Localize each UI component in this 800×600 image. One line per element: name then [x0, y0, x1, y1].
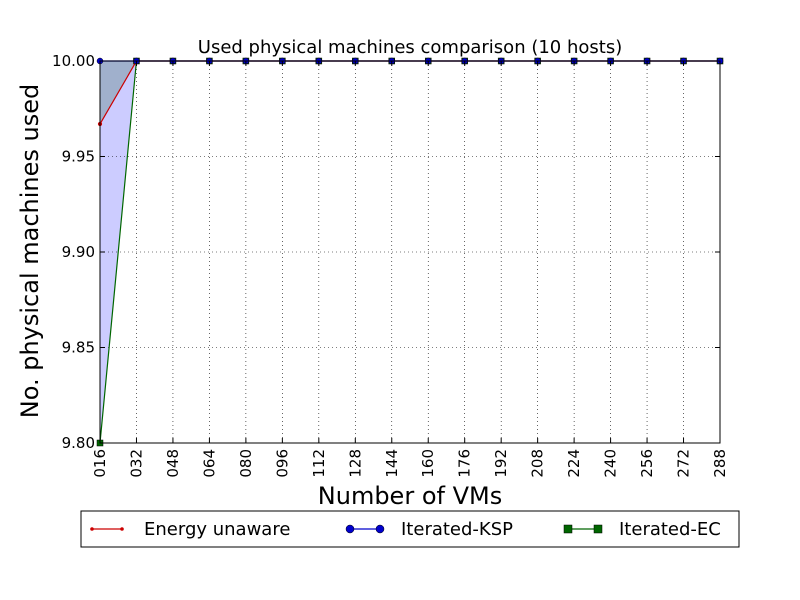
x-tick-label: 080: [237, 449, 255, 478]
series-group: [96, 57, 724, 447]
y-axis: 9.80 9.85 9.90 9.95 10.00: [52, 52, 720, 452]
x-tick-label: 176: [456, 449, 474, 478]
x-tick-label: 160: [419, 449, 437, 478]
x-tick-label: 112: [310, 449, 328, 478]
grid: [99, 60, 721, 444]
legend-label: Iterated-EC: [619, 519, 721, 540]
x-tick-label: 128: [346, 449, 364, 478]
x-tick-label: 240: [602, 449, 620, 478]
y-tick-label: 9.85: [62, 339, 95, 357]
x-tick-label: 032: [127, 449, 145, 478]
legend-marker: [90, 527, 94, 531]
series-line: [99, 60, 720, 125]
legend: Energy unaware Iterated-KSP Iterated-EC: [80, 510, 740, 548]
y-tick-label: 9.95: [62, 148, 95, 166]
legend-box: [80, 510, 740, 548]
legend-label: Iterated-KSP: [401, 519, 513, 540]
chart-title: Used physical machines comparison (10 ho…: [198, 37, 622, 58]
x-axis-label: Number of VMs: [318, 482, 502, 510]
legend-marker: [345, 524, 355, 534]
y-axis-label: No. physical machines used: [16, 84, 44, 418]
y-tick-label: 10.00: [52, 52, 95, 70]
x-tick-label: 208: [529, 449, 547, 478]
x-tick-label: 272: [675, 449, 693, 478]
legend-label: Energy unaware: [144, 519, 290, 540]
y-tick-label: 9.80: [62, 434, 95, 452]
y-tick-label: 9.90: [62, 243, 95, 261]
x-tick-label: 064: [200, 449, 218, 478]
x-tick-label: 096: [273, 449, 291, 478]
legend-marker: [593, 524, 603, 534]
legend-marker: [375, 524, 385, 534]
x-tick-label: 016: [91, 449, 109, 478]
x-tick-label: 192: [492, 449, 510, 478]
x-axis: 016 032 048 064 080 096 112 128 144 160 176 192 208 2…: [91, 61, 729, 478]
x-tick-label: 256: [638, 449, 656, 478]
x-tick-label: 048: [164, 449, 182, 478]
x-tick-label: 288: [711, 449, 729, 478]
x-tick-label: 224: [565, 449, 583, 478]
legend-marker: [563, 524, 573, 534]
x-tick-label: 144: [383, 449, 401, 478]
legend-marker: [120, 527, 124, 531]
